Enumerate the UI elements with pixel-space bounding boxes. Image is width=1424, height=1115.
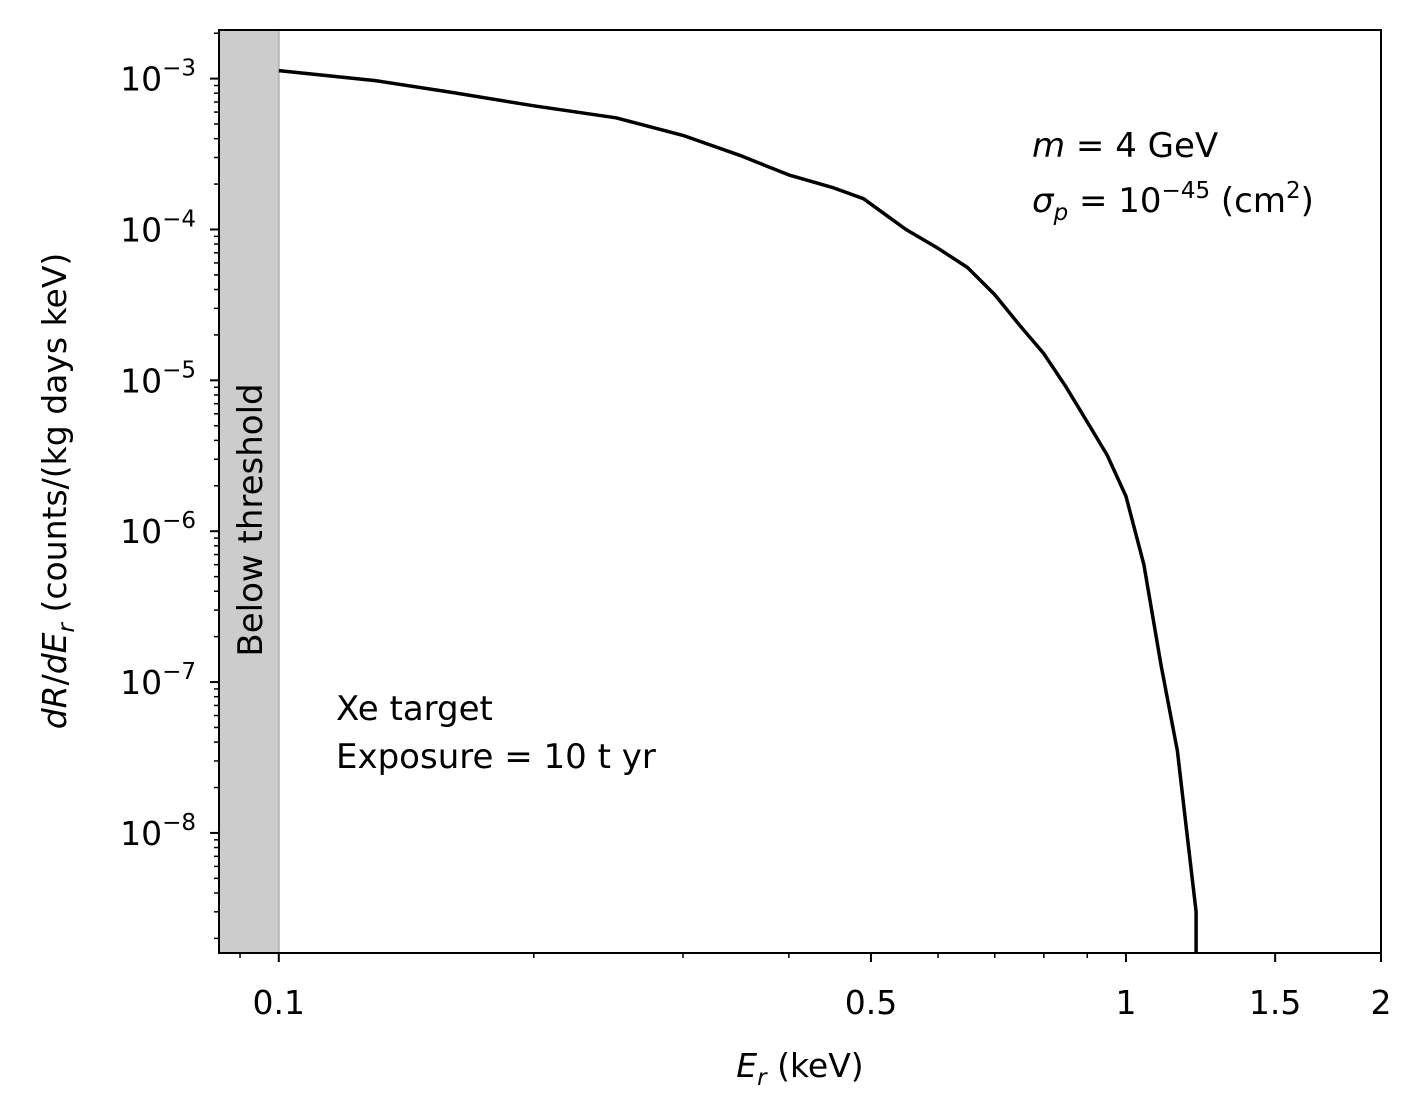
- y-tick-label: 10−6: [120, 508, 196, 551]
- y-tick-labels: 10−3 10−4 10−5 10−6 10−7 10−8: [120, 56, 196, 853]
- target-label: Xe target: [336, 689, 493, 729]
- major-ticks: [210, 77, 1382, 962]
- series-layer: [278, 68, 1198, 953]
- y-tick-label: 10−8: [120, 810, 196, 853]
- exposure-label: Exposure = 10 t yr: [336, 737, 656, 777]
- minor-ticks: [214, 32, 1088, 958]
- y-tick-label: 10−5: [120, 357, 196, 400]
- x-tick-labels: 0.1 0.5 1 1.5 2: [253, 983, 1392, 1022]
- y-tick-label: 10−7: [120, 659, 196, 702]
- y-axis-title: dR/dEr (counts/(kg days keV): [35, 253, 80, 730]
- x-tick-label: 1: [1115, 983, 1136, 1022]
- y-tick-label: 10−4: [120, 206, 196, 249]
- threshold-region: [219, 30, 279, 953]
- series-line: [278, 68, 1198, 953]
- plot-frame: [218, 29, 1382, 954]
- param-sigma-label: σp = 10−45 (cm2): [1032, 178, 1314, 226]
- x-tick-label: 0.5: [845, 983, 897, 1022]
- x-axis-title: Er (keV): [736, 1046, 863, 1091]
- x-tick-label: 1.5: [1249, 983, 1301, 1022]
- y-tick-label: 10−3: [120, 56, 196, 99]
- x-tick-label: 2: [1371, 983, 1392, 1022]
- x-tick-label: 0.1: [253, 983, 305, 1022]
- param-mass-label: m = 4 GeV: [1032, 126, 1218, 166]
- threshold-label: Below threshold: [231, 383, 271, 656]
